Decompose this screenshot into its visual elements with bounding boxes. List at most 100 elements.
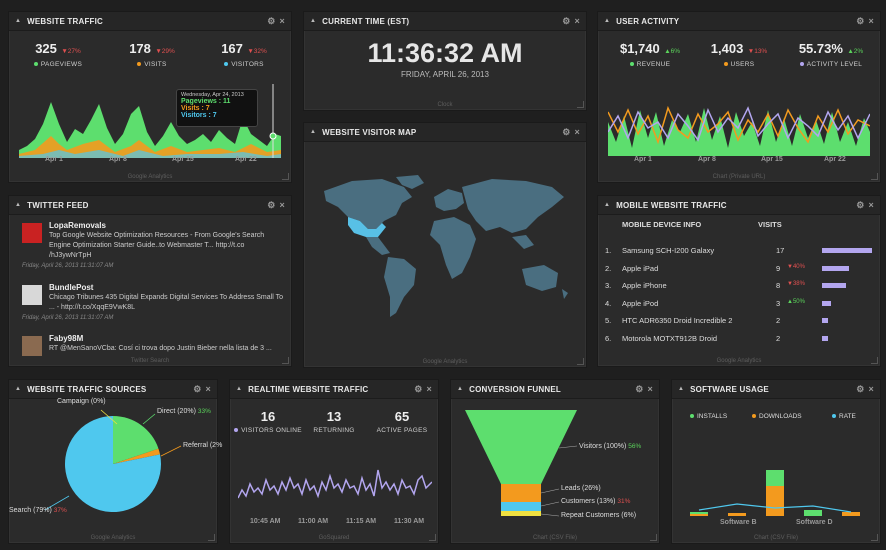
x-tick: Apr 1 [45,156,63,163]
world-map[interactable] [312,173,578,333]
close-icon[interactable]: × [868,384,874,394]
widget-footer: Google Analytics [90,535,136,541]
traffic-area-chart[interactable] [19,84,281,158]
table-row[interactable]: 1. Samsung SCH-I200 Galaxy 17 [598,242,880,259]
pie-slice-referral[interactable] [113,448,161,464]
column-header-device: MOBILE DEVICE INFO [622,220,702,229]
tweet-text: Top Google Website Optimization Resource… [49,232,265,259]
gear-icon[interactable]: ⚙ [856,15,865,26]
widget-visitor-map: ▲ WEBSITE VISITOR MAP ⚙ × Google Analyti… [303,122,587,368]
resize-handle[interactable] [282,173,289,180]
close-icon[interactable]: × [426,384,432,394]
close-icon[interactable]: × [279,16,285,26]
table-row[interactable]: 3. Apple iPhone 8 ▼38% [598,277,880,294]
funnel-chart[interactable] [451,380,659,543]
resize-handle[interactable] [871,534,878,541]
widget-header[interactable]: ▲ CONVERSION FUNNEL ⚙ × [451,380,659,399]
resize-handle[interactable] [208,534,215,541]
gear-icon[interactable]: ⚙ [635,383,644,394]
resize-handle[interactable] [577,358,584,365]
software-bar-chart[interactable] [680,460,874,518]
widget-header[interactable]: ▲ WEBSITE VISITOR MAP ⚙ × [304,123,586,142]
stat-label: VISITS [144,61,167,68]
table-row[interactable]: 4. Apple iPod 3 ▲50% [598,295,880,312]
gear-icon[interactable]: ⚙ [267,15,276,26]
row-bar [822,265,849,271]
close-icon[interactable]: × [279,200,285,210]
close-icon[interactable]: × [647,384,653,394]
tweet[interactable]: Faby98M RT @MenSanoVCba: Cosí ci trova d… [22,334,283,356]
tweet-author: LopaRemovals [49,221,106,230]
collapse-icon[interactable]: ▲ [15,386,22,392]
widget-header[interactable]: ▲ SOFTWARE USAGE ⚙ × [672,380,880,399]
stat-label: USERS [730,61,755,68]
gear-icon[interactable]: ⚙ [562,15,571,26]
table-row[interactable]: 6. Motorola MOTXT912B Droid 2 [598,330,880,347]
collapse-icon[interactable]: ▲ [15,18,22,24]
collapse-icon[interactable]: ▲ [678,386,685,392]
tweet[interactable]: LopaRemovals Top Google Website Optimiza… [22,221,283,271]
collapse-icon[interactable]: ▲ [15,202,22,208]
leader-search [44,495,70,511]
resize-handle[interactable] [650,534,657,541]
widget-current-time: ▲ CURRENT TIME (EST) ⚙ × 11:36:32 AM FRI… [303,11,587,111]
x-tick: 11:15 AM [346,518,377,525]
close-icon[interactable]: × [205,384,211,394]
gear-icon[interactable]: ⚙ [562,126,571,137]
traffic-pie-chart[interactable] [9,380,217,543]
resize-handle[interactable] [577,101,584,108]
stat-visitors-online: 16 VISITORS ONLINE [232,409,304,434]
close-icon[interactable]: × [868,16,874,26]
widget-header[interactable]: ▲ TWITTER FEED ⚙ × [9,196,291,215]
tweet[interactable]: BundlePost Chicago Tribunes 435 Digital … [22,283,283,323]
row-rank: 6. [605,333,612,343]
stat-change: ▲6% [664,48,681,55]
close-icon[interactable]: × [574,16,580,26]
widget-header[interactable]: ▲ MOBILE WEBSITE TRAFFIC ⚙ × [598,196,880,215]
resize-handle[interactable] [282,357,289,364]
gear-icon[interactable]: ⚙ [414,383,423,394]
legend-dot [832,414,836,419]
x-tick: 10:45 AM [250,518,281,525]
collapse-icon[interactable]: ▲ [604,18,611,24]
collapse-icon[interactable]: ▲ [457,386,464,392]
close-icon[interactable]: × [574,127,580,137]
widget-header[interactable]: ▲ WEBSITE TRAFFIC SOURCES ⚙ × [9,380,217,399]
row-bar [822,300,831,306]
widget-title: TWITTER FEED [27,200,89,210]
label-direct: Direct (20%) [157,408,196,415]
collapse-icon[interactable]: ▲ [604,202,611,208]
stat-change: ▼27% [61,48,81,55]
stat-value: 1,403 [710,41,744,56]
stat-value: 55.73% [798,41,843,56]
label-text: Customers (13%) [561,498,616,505]
pie-slice-search[interactable] [65,416,161,512]
widget-header[interactable]: ▲ REALTIME WEBSITE TRAFFIC ⚙ × [230,380,438,399]
realtime-line-chart[interactable] [238,460,432,516]
widget-header[interactable]: ▲ CURRENT TIME (EST) ⚙ × [304,12,586,31]
resize-handle[interactable] [871,357,878,364]
collapse-icon[interactable]: ▲ [310,18,317,24]
legend-dot [137,62,142,67]
gear-icon[interactable]: ⚙ [267,199,276,210]
funnel-customers [501,502,541,511]
legend-label: DOWNLOADS [759,413,802,420]
widget-header[interactable]: ▲ USER ACTIVITY ⚙ × [598,12,880,31]
close-icon[interactable]: × [868,200,874,210]
collapse-icon[interactable]: ▲ [236,386,243,392]
pie-slice-direct[interactable] [113,416,159,464]
gear-icon[interactable]: ⚙ [856,199,865,210]
resize-handle[interactable] [871,173,878,180]
gear-icon[interactable]: ⚙ [193,383,202,394]
widget-header[interactable]: ▲ WEBSITE TRAFFIC ⚙ × [9,12,291,31]
stat-value: $1,740 [619,41,660,56]
collapse-icon[interactable]: ▲ [310,129,317,135]
resize-handle[interactable] [429,534,436,541]
widget-footer: Google Analytics [422,359,468,365]
chart-tooltip: Wednesday, Apr 24, 2013 Pageviews : 11 V… [176,89,258,127]
table-row[interactable]: 5. HTC ADR6350 Droid Incredible 2 2 [598,312,880,329]
gear-icon[interactable]: ⚙ [856,383,865,394]
x-tick: Software D [796,519,833,526]
activity-chart[interactable] [608,102,870,156]
table-row[interactable]: 2. Apple iPad 9 ▼40% [598,260,880,277]
